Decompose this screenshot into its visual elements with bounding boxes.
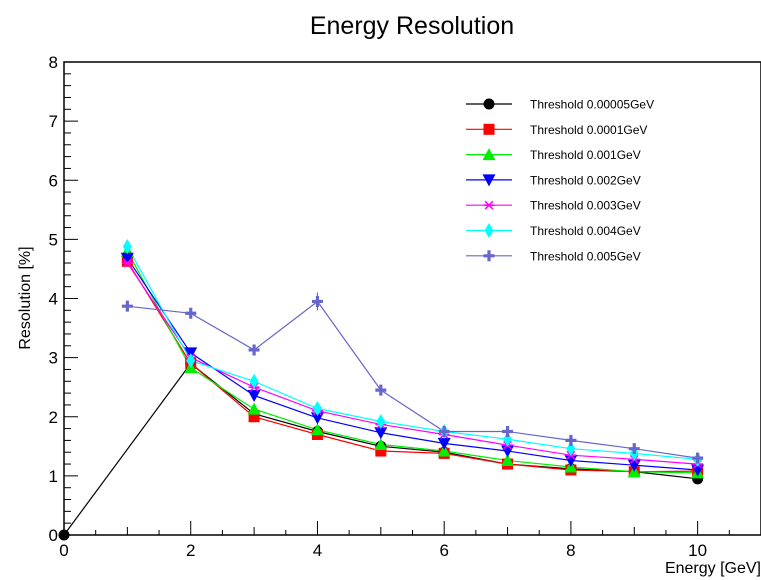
data-point [437,444,451,457]
y-tick-label: 0 [49,526,58,545]
plot-frame [63,61,761,536]
legend-label: Threshold 0.005GeV [530,249,641,263]
data-point [437,437,451,450]
x-tick-label: 10 [688,541,707,560]
data-point [186,353,196,369]
legend: Threshold 0.00005GeV Threshold 0.0001GeV T… [466,98,654,263]
y-tick-label: 3 [49,349,58,368]
legend-label: Threshold 0.001GeV [530,148,641,162]
axes: 0 2 4 6 8 10 0 1 2 3 4 5 6 7 8 [49,53,761,560]
x-tick-label: 4 [313,541,322,560]
data-point [374,438,388,451]
data-point [503,431,513,447]
data-point [310,423,324,436]
data-point [185,307,197,319]
series-line [126,250,698,474]
data-point [248,411,260,423]
y-tick-label: 7 [49,112,58,131]
legend-marker [483,98,495,110]
legend-label: Threshold 0.002GeV [530,173,641,187]
data-point [692,452,704,464]
y-tick-label: 6 [49,171,58,190]
legend-marker [483,123,495,135]
data-point [310,412,324,425]
legend-marker [482,174,496,187]
legend-marker [483,200,495,210]
data-point [121,300,133,312]
x-tick-label: 0 [59,541,68,560]
data-point [58,529,70,541]
data-point [502,426,514,438]
chart-title: Energy Resolution [310,12,514,40]
series-line [126,260,698,473]
legend-marker [482,148,496,161]
data-point [248,344,260,356]
data-point [375,445,387,457]
x-axis-label: Energy [GeV] [665,560,761,577]
data-point [438,426,450,438]
series-line [126,246,698,460]
series-line [126,257,698,471]
data-point [312,400,322,416]
data-point [249,373,259,389]
data-point [376,413,386,429]
legend-label: Threshold 0.00005GeV [530,98,654,112]
legend-label: Threshold 0.003GeV [530,199,641,213]
series-lines [63,246,698,536]
y-tick-label: 1 [49,467,58,486]
series-line [127,300,698,459]
data-point [247,389,261,402]
legend-marker [483,250,495,262]
data-point [565,434,577,446]
legend-label: Threshold 0.0001GeV [530,123,647,137]
y-tick-label: 4 [49,290,58,309]
data-point [122,238,132,254]
data-point [375,384,387,396]
data-point [501,454,515,467]
y-tick-label: 8 [49,53,58,72]
legend-marker [484,223,494,238]
data-point [628,443,640,455]
series-line [126,262,698,465]
data-point [121,258,133,268]
data-point [120,252,134,265]
data-point [566,441,576,457]
y-tick-label: 2 [49,408,58,427]
x-tick-label: 8 [566,541,575,560]
legend-label: Threshold 0.004GeV [530,224,641,238]
series-markers [58,238,705,541]
x-tick-label: 6 [439,541,448,560]
y-axis-label: Resolution [%] [17,246,34,349]
x-tick-label: 2 [186,541,195,560]
data-point [374,427,388,440]
y-tick-label: 5 [49,230,58,249]
data-point [247,402,261,415]
